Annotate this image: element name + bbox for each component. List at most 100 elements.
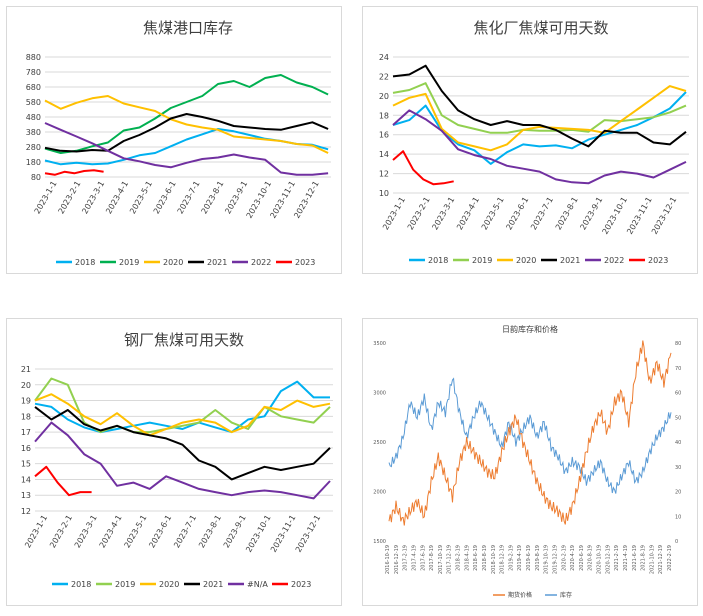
y-tick-label: 18 <box>379 111 389 120</box>
x-tick-label: 2021-8-19 <box>641 545 647 571</box>
x-tick-label: 2020-8-19 <box>588 545 594 571</box>
y-tick-label: 80 <box>31 173 41 182</box>
y-tick-label: 13 <box>21 491 31 500</box>
y-tick-label: 14 <box>21 475 31 484</box>
legend-entry: #N/A <box>247 580 268 589</box>
y-tick-label-left: 3500 <box>373 341 386 347</box>
y-tick-label-left: 3000 <box>373 391 386 397</box>
x-tick-label: 2018-8-19 <box>482 545 488 571</box>
series-line-2019 <box>44 74 329 154</box>
series-line-2022 <box>392 109 687 185</box>
y-tick-label: 16 <box>379 131 389 140</box>
y-tick-label: 22 <box>379 72 389 81</box>
y-tick-label: 19 <box>21 397 31 406</box>
x-tick-label: 2023-3-1 <box>430 196 456 232</box>
x-tick-label: 2021-12-19 <box>658 545 664 574</box>
x-tick-label: 2017-2-19 <box>403 545 409 571</box>
x-tick-label: 2023-5-1 <box>123 514 149 550</box>
x-tick-label: 2020-12-19 <box>605 545 611 574</box>
x-tick-label: 2019-10-19 <box>544 545 550 574</box>
series-line-2021 <box>44 113 329 153</box>
x-tick-label: 2021-2-19 <box>614 545 620 571</box>
chart-title: 焦化厂焦煤可用天数 <box>473 19 608 37</box>
x-tick-label: 2018-2-19 <box>456 545 462 571</box>
x-tick-label: 2023-5-1 <box>128 180 154 216</box>
legend-entry: 2022 <box>251 258 271 267</box>
x-tick-label: 2023-10-1 <box>601 196 629 236</box>
x-tick-label: 2018-4-19 <box>464 545 470 571</box>
y-tick-label-right: 60 <box>675 391 681 397</box>
x-tick-label: 2023-3-1 <box>73 514 99 550</box>
chart-panel-port-inventory: 焦煤港口库存 80 180 280 380 480 580 680 780 880 2023-1-1… <box>6 6 342 274</box>
y-tick-label: 180 <box>26 158 41 167</box>
y-tick-label: 780 <box>26 68 41 77</box>
y-tick-label-right: 40 <box>675 440 681 446</box>
x-tick-label: 2023-6-1 <box>147 514 173 550</box>
x-tick-label: 2020-6-19 <box>579 545 585 571</box>
x-tick-label: 2023-12-1 <box>294 514 322 554</box>
legend-entry: 2021 <box>560 256 580 265</box>
y-tick-label: 880 <box>26 53 41 62</box>
y-tick-label: 580 <box>26 98 41 107</box>
legend-entry: 2020 <box>163 258 183 267</box>
x-tick-label: 2019-4-19 <box>517 545 523 571</box>
x-tick-label: 2020-4-19 <box>570 545 576 571</box>
y-tick-label: 12 <box>379 170 389 179</box>
x-tick-label: 2023-1-1 <box>23 514 49 550</box>
legend-entry: 2018 <box>75 258 95 267</box>
x-tick-label: 2023-4-1 <box>98 514 124 550</box>
x-tick-label: 2023-7-1 <box>172 514 198 550</box>
x-tick-label: 2023-6-1 <box>504 196 530 232</box>
y-tick-label: 680 <box>26 83 41 92</box>
x-tick-label: 2023-4-1 <box>455 196 481 232</box>
x-tick-label: 2019-8-19 <box>535 545 541 571</box>
chart-title: 日韵库存和价格 <box>502 324 558 334</box>
legend-entry: 库存 <box>560 591 572 599</box>
series-line-2023 <box>392 150 454 186</box>
legend-entry: 2019 <box>119 258 139 267</box>
x-tick-label: 2021-10-19 <box>649 545 655 574</box>
x-tick-label: 2019-2-19 <box>508 545 514 571</box>
x-tick-label: 2017-6-19 <box>420 545 426 571</box>
chart-port-inventory: 焦煤港口库存 80 180 280 380 480 580 680 780 880 2023-1-1… <box>26 19 331 267</box>
x-tick-label: 2023-11-1 <box>269 514 297 554</box>
legend-entry: 2020 <box>516 256 536 265</box>
y-tick-label-right: 50 <box>675 415 681 421</box>
y-tick-label: 20 <box>21 381 31 390</box>
x-tick-label: 2023-2-1 <box>48 514 74 550</box>
x-tick-label: 2018-12-19 <box>500 545 506 574</box>
chart-title: 钢厂焦煤可用天数 <box>124 331 244 349</box>
x-tick-label: 2023-8-1 <box>200 180 226 216</box>
chart-panel-coking-plant-days: 焦化厂焦煤可用天数 10 12 14 16 18 20 22 24 2023-1-1 2023-2-… <box>362 6 698 274</box>
y-tick-label-right: 20 <box>675 490 681 496</box>
x-tick-label: 2023-3-1 <box>80 180 106 216</box>
series-line-2019 <box>34 377 331 434</box>
x-tick-label: 2016-12-19 <box>394 545 400 574</box>
legend-entry: 2022 <box>604 256 624 265</box>
x-tick-label: 2017-12-19 <box>447 545 453 574</box>
legend-entry: 2021 <box>203 580 223 589</box>
y-tick-label: 17 <box>21 428 31 437</box>
y-tick-label-right: 80 <box>675 341 681 347</box>
y-tick-label-right: 0 <box>675 539 678 545</box>
y-tick-label: 14 <box>379 150 389 159</box>
series-line-2022 <box>44 122 329 176</box>
x-tick-label: 2017-8-19 <box>429 545 435 571</box>
y-tick-label: 15 <box>21 460 31 469</box>
x-tick-label: 2023-9-1 <box>222 514 248 550</box>
y-tick-label-left: 2000 <box>373 490 386 496</box>
x-tick-label: 2023-2-1 <box>406 196 432 232</box>
series-line-2020 <box>392 85 687 152</box>
y-tick-label-right: 30 <box>675 465 681 471</box>
legend-entry: 2023 <box>648 256 668 265</box>
legend-entry: 2018 <box>71 580 91 589</box>
x-tick-label: 2023-2-1 <box>57 180 83 216</box>
chart-coking-plant-days: 焦化厂焦煤可用天数10121416182022242023-1-12023-2-… <box>379 19 689 265</box>
series-line-2023 <box>44 169 104 176</box>
series-line-2021 <box>392 64 687 148</box>
y-tick-label: 21 <box>21 365 31 374</box>
series-line-库存 <box>388 377 672 494</box>
x-tick-label: 2021-6-19 <box>632 545 638 571</box>
x-tick-label: 2023-5-1 <box>480 196 506 232</box>
series-line-2023 <box>34 465 92 497</box>
